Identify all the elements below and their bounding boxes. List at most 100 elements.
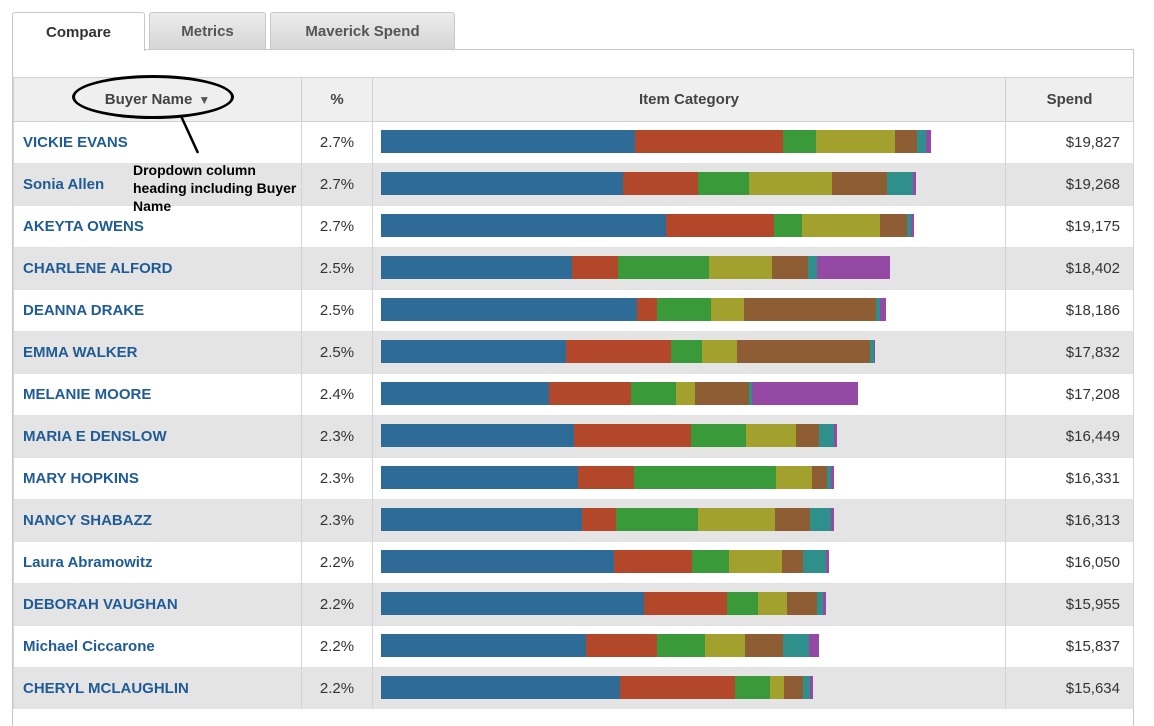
bar-segment[interactable]	[381, 676, 620, 699]
bar-segment[interactable]	[705, 634, 745, 657]
bar-segment[interactable]	[623, 172, 698, 195]
bar-segment[interactable]	[783, 634, 809, 657]
bar-segment[interactable]	[895, 130, 917, 153]
category-stacked-bar[interactable]	[381, 298, 886, 321]
category-stacked-bar[interactable]	[381, 592, 826, 615]
bar-segment[interactable]	[381, 550, 614, 573]
bar-segment[interactable]	[586, 634, 657, 657]
bar-segment[interactable]	[574, 424, 691, 447]
bar-segment[interactable]	[381, 172, 623, 195]
bar-segment[interactable]	[381, 592, 644, 615]
buyer-name-link[interactable]: MARY HOPKINS	[13, 457, 302, 500]
buyer-name-link[interactable]: DEBORAH VAUGHAN	[13, 583, 302, 626]
bar-segment[interactable]	[796, 424, 819, 447]
bar-segment[interactable]	[620, 676, 735, 699]
bar-segment[interactable]	[774, 214, 802, 237]
bar-segment[interactable]	[711, 298, 744, 321]
bar-segment[interactable]	[770, 676, 784, 699]
bar-segment[interactable]	[911, 214, 914, 237]
bar-segment[interactable]	[758, 592, 787, 615]
bar-segment[interactable]	[776, 466, 812, 489]
bar-segment[interactable]	[381, 214, 666, 237]
item-category-column-heading[interactable]: Item Category	[372, 77, 1006, 122]
category-stacked-bar[interactable]	[381, 634, 819, 657]
bar-segment[interactable]	[917, 130, 926, 153]
category-stacked-bar[interactable]	[381, 340, 875, 363]
bar-segment[interactable]	[802, 214, 880, 237]
bar-segment[interactable]	[381, 298, 637, 321]
bar-segment[interactable]	[637, 298, 657, 321]
category-stacked-bar[interactable]	[381, 172, 916, 195]
bar-segment[interactable]	[746, 424, 796, 447]
bar-segment[interactable]	[745, 634, 783, 657]
bar-segment[interactable]	[614, 550, 692, 573]
category-stacked-bar[interactable]	[381, 508, 834, 531]
bar-segment[interactable]	[787, 592, 817, 615]
bar-segment[interactable]	[913, 172, 916, 195]
bar-segment[interactable]	[578, 466, 634, 489]
dropdown-caret-icon[interactable]: ▼	[198, 93, 211, 107]
bar-segment[interactable]	[810, 676, 813, 699]
bar-segment[interactable]	[381, 634, 586, 657]
tab-metrics[interactable]: Metrics	[149, 12, 266, 49]
bar-segment[interactable]	[783, 130, 816, 153]
bar-segment[interactable]	[784, 676, 803, 699]
bar-segment[interactable]	[887, 172, 913, 195]
bar-segment[interactable]	[657, 634, 705, 657]
category-stacked-bar[interactable]	[381, 676, 813, 699]
tab-maverick-spend[interactable]: Maverick Spend	[270, 12, 455, 49]
bar-segment[interactable]	[744, 298, 876, 321]
bar-segment[interactable]	[819, 424, 834, 447]
bar-segment[interactable]	[803, 676, 810, 699]
bar-segment[interactable]	[752, 382, 858, 405]
bar-segment[interactable]	[826, 550, 829, 573]
buyer-name-link[interactable]: Laura Abramowitz	[13, 541, 302, 584]
bar-segment[interactable]	[634, 466, 776, 489]
bar-segment[interactable]	[644, 592, 727, 615]
bar-segment[interactable]	[381, 256, 572, 279]
bar-segment[interactable]	[874, 340, 875, 363]
bar-segment[interactable]	[676, 382, 695, 405]
bar-segment[interactable]	[572, 256, 618, 279]
bar-segment[interactable]	[817, 256, 890, 279]
category-stacked-bar[interactable]	[381, 256, 890, 279]
bar-segment[interactable]	[635, 130, 783, 153]
bar-segment[interactable]	[549, 382, 631, 405]
buyer-name-link[interactable]: CHERYL MCLAUGHLIN	[13, 667, 302, 709]
bar-segment[interactable]	[810, 508, 831, 531]
bar-segment[interactable]	[816, 130, 895, 153]
bar-segment[interactable]	[803, 550, 826, 573]
category-stacked-bar[interactable]	[381, 550, 829, 573]
bar-segment[interactable]	[737, 340, 870, 363]
bar-segment[interactable]	[831, 466, 834, 489]
percent-column-heading[interactable]: %	[301, 77, 373, 122]
bar-segment[interactable]	[631, 382, 676, 405]
buyer-name-link[interactable]: CHARLENE ALFORD	[13, 247, 302, 290]
bar-segment[interactable]	[876, 298, 880, 321]
bar-segment[interactable]	[381, 340, 566, 363]
bar-segment[interactable]	[749, 172, 832, 195]
buyer-name-link[interactable]: Sonia Allen	[13, 163, 302, 206]
bar-segment[interactable]	[834, 424, 837, 447]
bar-segment[interactable]	[727, 592, 758, 615]
category-stacked-bar[interactable]	[381, 424, 837, 447]
bar-segment[interactable]	[907, 214, 911, 237]
bar-segment[interactable]	[808, 256, 817, 279]
bar-segment[interactable]	[381, 424, 574, 447]
buyer-name-link[interactable]: VICKIE EVANS	[13, 121, 302, 164]
bar-segment[interactable]	[616, 508, 698, 531]
bar-segment[interactable]	[880, 214, 907, 237]
bar-segment[interactable]	[823, 592, 826, 615]
bar-segment[interactable]	[381, 508, 582, 531]
bar-segment[interactable]	[695, 382, 749, 405]
buyer-name-link[interactable]: Michael Ciccarone	[13, 625, 302, 668]
bar-segment[interactable]	[772, 256, 808, 279]
buyer-name-link[interactable]: MARIA E DENSLOW	[13, 415, 302, 458]
category-stacked-bar[interactable]	[381, 130, 931, 153]
bar-segment[interactable]	[831, 508, 834, 531]
bar-segment[interactable]	[729, 550, 782, 573]
bar-segment[interactable]	[870, 340, 874, 363]
spend-column-heading[interactable]: Spend	[1005, 77, 1134, 122]
bar-segment[interactable]	[926, 130, 931, 153]
bar-segment[interactable]	[381, 130, 635, 153]
